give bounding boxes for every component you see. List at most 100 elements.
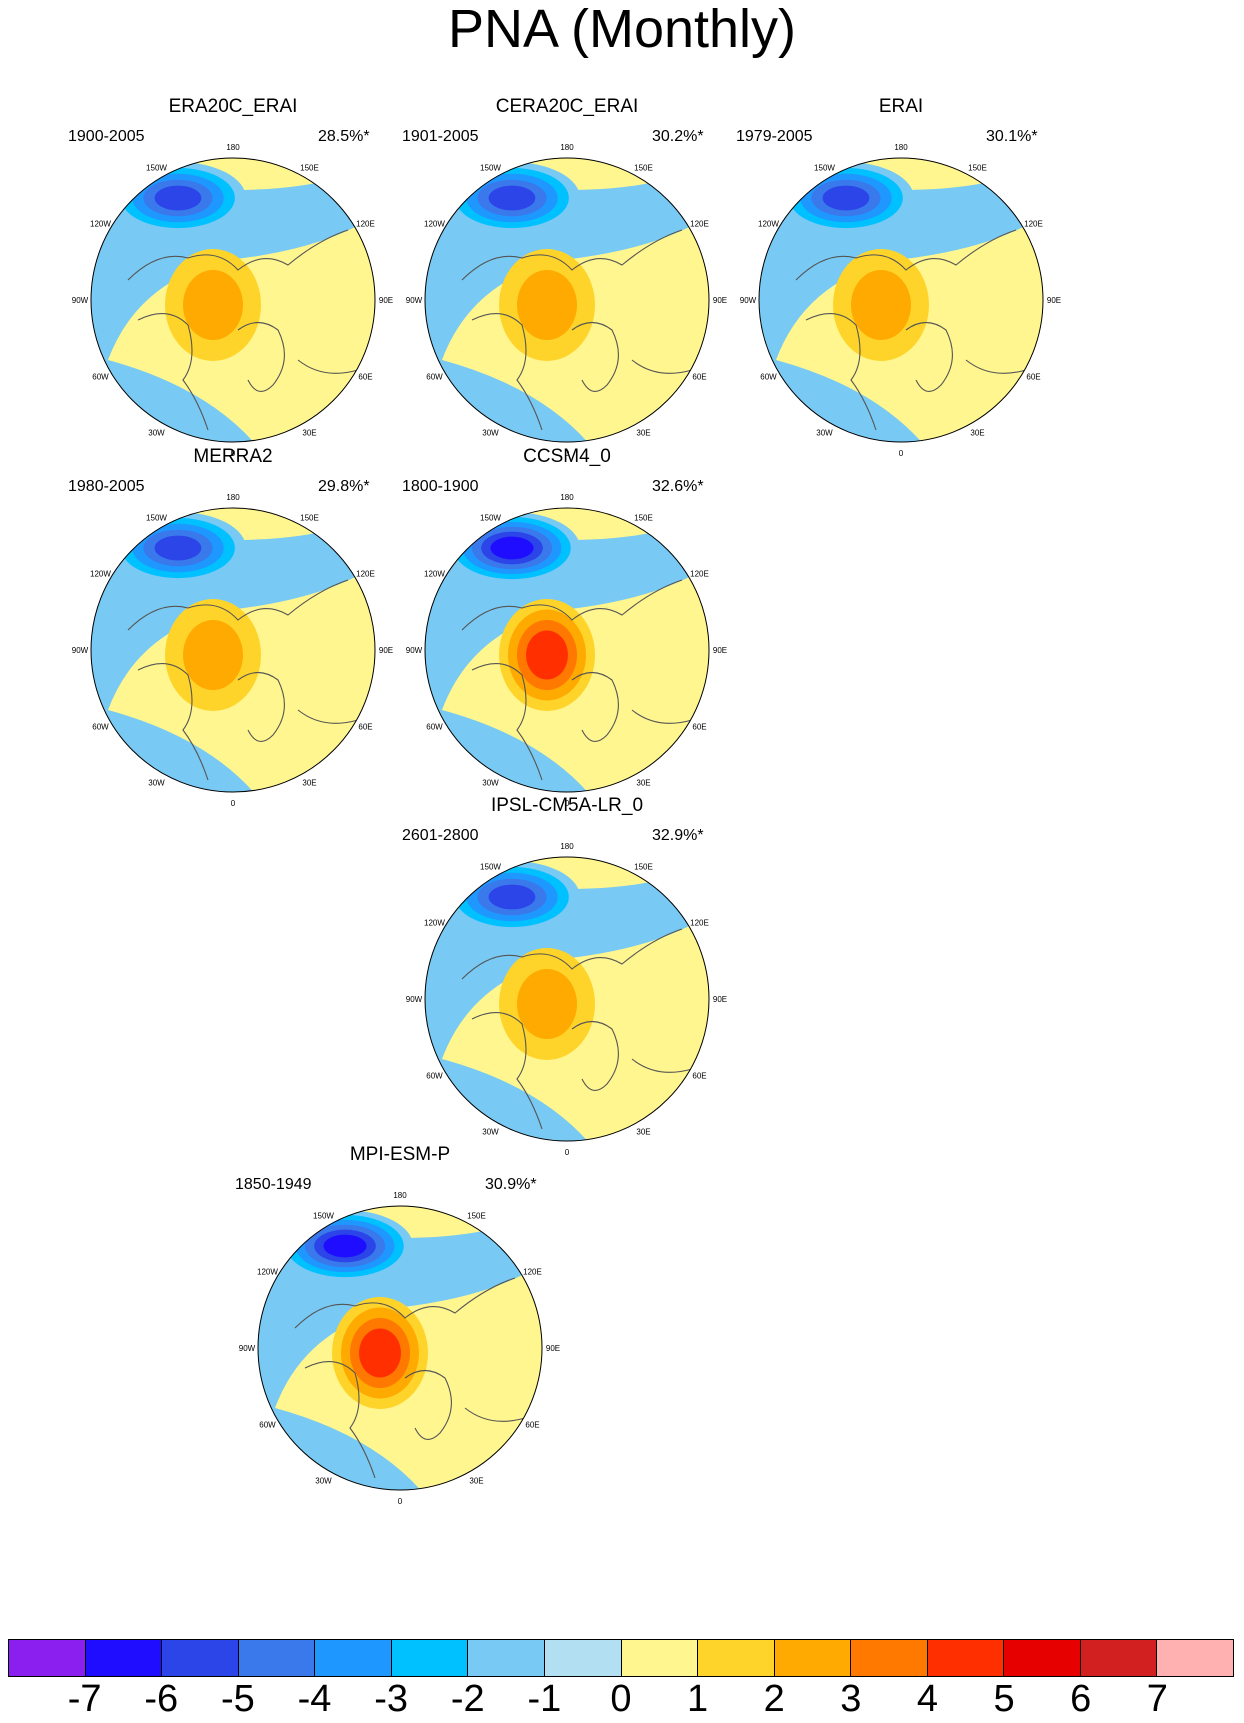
longitude-label: 120W <box>424 919 445 928</box>
longitude-label: 60E <box>1026 373 1040 382</box>
colorbar-label: 5 <box>993 1678 1015 1720</box>
colorbar-swatch <box>1080 1640 1158 1676</box>
panel-title: MPI-ESM-P <box>349 1144 451 1165</box>
colorbar-label: -1 <box>527 1678 562 1720</box>
panel-title: ERAI <box>878 96 924 117</box>
longitude-label: 120W <box>90 570 111 579</box>
colorbar-label: -3 <box>374 1678 409 1720</box>
polar-map: 180 150E 120E 90E 60E 30E 0 30W 60W 90W 120W 150W <box>406 493 727 808</box>
map-panel: IPSL-CM5A-LR_0 2601-2800 32.9%* 180 150E 120E… <box>402 795 762 1165</box>
longitude-label: 30E <box>636 429 650 438</box>
longitude-label: 30E <box>636 1128 650 1137</box>
panel-variance: 32.9%* <box>652 827 704 844</box>
longitude-label: 150W <box>313 1211 334 1220</box>
colorbar-swatch <box>1157 1640 1233 1676</box>
longitude-label: 150W <box>814 163 835 172</box>
map-border <box>424 856 710 1142</box>
longitude-label: 180 <box>393 1191 407 1200</box>
map-border <box>758 157 1044 443</box>
longitude-label: 90W <box>406 296 423 305</box>
longitude-label: 150E <box>634 862 653 871</box>
map-panel: ERA20C_ERAI 1900-2005 28.5%* 180 150E 120E 90E… <box>68 96 428 466</box>
polar-map: 180 150E 120E 90E 60E 30E 0 30W 60W 90W 120W 150W <box>740 143 1061 458</box>
contour-high <box>526 630 568 680</box>
longitude-label: 30W <box>482 779 499 788</box>
colorbar-swatch <box>851 1640 928 1676</box>
panel-variance: 28.5%* <box>318 128 370 145</box>
longitude-label: 180 <box>560 143 574 152</box>
longitude-label: 120E <box>356 220 375 229</box>
panel-variance: 30.1%* <box>986 128 1038 145</box>
colorbar-label: 1 <box>687 1678 709 1720</box>
longitude-label: 180 <box>894 143 908 152</box>
map-panel: ERAI 1979-2005 30.1%* 180 150E 120E 90E 60E 30E 0… <box>736 96 1096 466</box>
colorbar-label: -2 <box>450 1678 485 1720</box>
colorbar-label: 3 <box>840 1678 862 1720</box>
colorbar-swatch <box>698 1640 775 1676</box>
contour-high <box>183 270 243 340</box>
colorbar-swatch <box>85 1640 163 1676</box>
map-panel: MERRA2 1980-2005 29.8%* 180 150E 120E 90E 60E 30… <box>68 446 428 816</box>
contour-high <box>517 969 577 1039</box>
colorbar-swatch <box>9 1640 86 1676</box>
colorbar-label: 7 <box>1146 1678 1168 1720</box>
longitude-label: 150W <box>480 862 501 871</box>
longitude-label: 150E <box>467 1211 486 1220</box>
longitude-label: 90E <box>713 296 727 305</box>
longitude-label: 180 <box>226 143 240 152</box>
coastline <box>127 579 362 781</box>
polar-map: 180 150E 120E 90E 60E 30E 0 30W 60W 90W 120W 150W <box>72 493 393 808</box>
map-border <box>424 507 710 793</box>
longitude-label: 90E <box>713 646 727 655</box>
map-panel: MPI-ESM-P 1850-1949 30.9%* 180 150E 120E 90E 60… <box>235 1144 595 1514</box>
polar-map: 180 150E 120E 90E 60E 30E 0 30W 60W 90W 120W 150W <box>72 143 393 458</box>
longitude-label: 150W <box>480 163 501 172</box>
longitude-label: 120W <box>758 220 779 229</box>
map-panel: CCSM4_0 1800-1900 32.6%* 180 150E 120E 90E 60E 3… <box>402 446 762 816</box>
map-border <box>257 1205 543 1491</box>
colorbar-label: -5 <box>220 1678 255 1720</box>
longitude-label: 0 <box>398 1497 403 1506</box>
longitude-label: 120E <box>690 919 709 928</box>
coastline <box>461 928 696 1130</box>
panel-period: 1800-1900 <box>402 478 479 495</box>
longitude-label: 30W <box>482 1128 499 1137</box>
longitude-label: 30W <box>148 429 165 438</box>
map-panel: CERA20C_ERAI 1901-2005 30.2%* 180 150E 120E 90… <box>402 96 762 466</box>
longitude-label: 180 <box>226 493 240 502</box>
longitude-label: 90E <box>379 646 393 655</box>
panel-title: ERA20C_ERAI <box>168 96 298 117</box>
longitude-label: 60E <box>358 373 372 382</box>
longitude-label: 30W <box>315 1477 332 1486</box>
colorbar-label: 4 <box>916 1678 939 1720</box>
contour-high <box>183 620 243 690</box>
longitude-label: 120W <box>257 1268 278 1277</box>
longitude-label: 150W <box>480 513 501 522</box>
colorbar-swatch <box>621 1640 699 1676</box>
contour-low <box>490 536 534 560</box>
panel-variance: 30.9%* <box>485 1176 537 1193</box>
longitude-label: 0 <box>565 449 570 458</box>
coastline <box>795 229 1030 431</box>
colorbar-labels: -7 -6 -5 -4 -3 -2 -1 0 1 2 3 4 5 6 7 <box>8 1678 1234 1722</box>
colorbar-label: 0 <box>610 1678 632 1720</box>
longitude-label: 150E <box>968 163 987 172</box>
colorbar-swatch <box>544 1640 622 1676</box>
contour-low <box>154 185 202 211</box>
figure-title: PNA (Monthly) <box>447 0 797 59</box>
colorbar-swatch <box>774 1640 852 1676</box>
panel-period: 1900-2005 <box>68 128 145 145</box>
colorbar-swatch <box>238 1640 316 1676</box>
longitude-label: 60E <box>525 1421 539 1430</box>
longitude-label: 60W <box>92 373 109 382</box>
longitude-label: 30W <box>148 779 165 788</box>
colorbar-swatch <box>927 1640 1005 1676</box>
panel-title: MERRA2 <box>193 446 273 467</box>
longitude-label: 60W <box>426 723 443 732</box>
contour-low <box>154 535 202 561</box>
longitude-label: 120E <box>356 570 375 579</box>
longitude-label: 90W <box>72 296 89 305</box>
panel-title: CERA20C_ERAI <box>495 96 639 117</box>
longitude-label: 60E <box>692 1072 706 1081</box>
longitude-label: 120W <box>424 220 445 229</box>
